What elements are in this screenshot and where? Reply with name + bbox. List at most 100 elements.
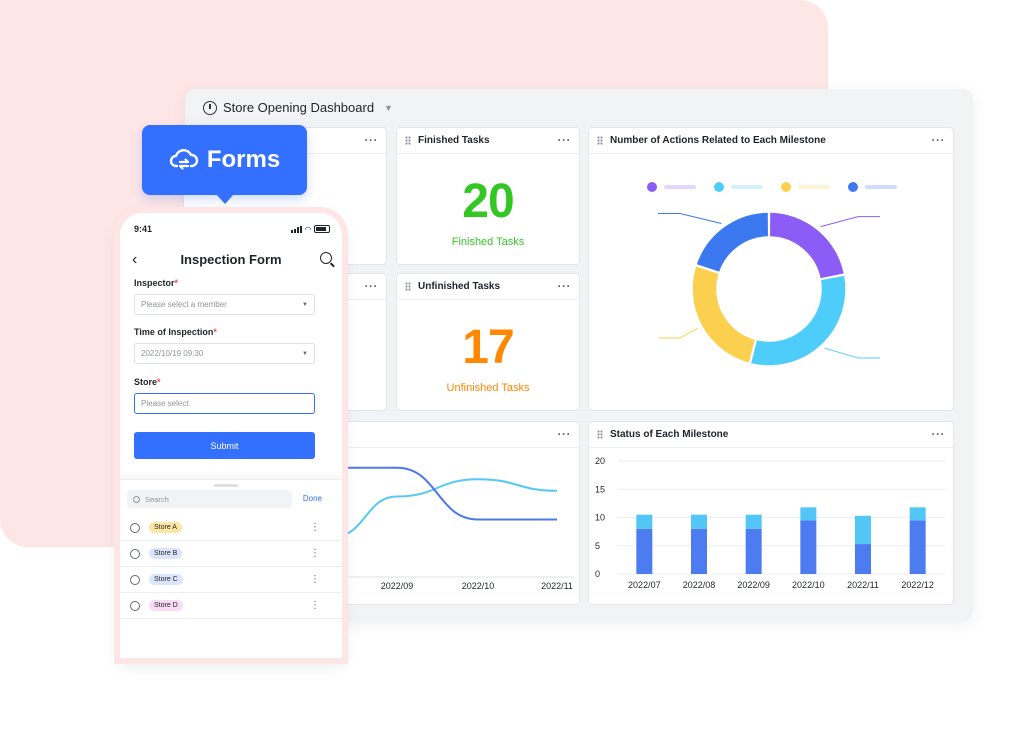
bar	[909, 507, 926, 521]
milestone-status-header: Status of Each Milestone ···	[589, 422, 953, 448]
finished-tasks-title: Finished Tasks	[418, 135, 490, 146]
bar-chart: 0 5 10 15 20 2022/07 2022/08 2022/09 2022/10 2022…	[595, 456, 945, 590]
bar	[745, 528, 762, 574]
donut-leader-line	[658, 327, 699, 339]
unfinished-tasks-card: Unfinished Tasks ··· 17 Unfinished Tasks	[396, 273, 580, 411]
status-time: 9:41	[134, 224, 153, 234]
more-icon[interactable]: ···	[931, 427, 945, 441]
milestone-actions-header: Number of Actions Related to Each Milest…	[589, 128, 953, 154]
drag-handle-icon[interactable]	[597, 430, 603, 439]
store-label: Store*	[134, 377, 161, 387]
sheet-handle[interactable]	[214, 484, 238, 487]
store-tag: Store D	[149, 600, 183, 611]
inspection-time-value: 2022/10/19 09:30	[141, 349, 204, 358]
x-tick-label: 2022/10	[792, 580, 825, 590]
radio-button[interactable]	[130, 522, 140, 533]
back-arrow-icon[interactable]: ‹	[132, 251, 138, 268]
milestone-actions-title: Number of Actions Related to Each Milest…	[610, 135, 826, 146]
more-icon[interactable]: ···	[364, 279, 378, 293]
donut-leader-line	[824, 347, 880, 359]
inspection-time-select[interactable]: 2022/10/19 09:30 ▼	[134, 343, 315, 364]
phone-mockup: 9:41 ◠ ‹ Inspection Form Inspector* Plea…	[120, 213, 342, 658]
clock-icon	[203, 100, 217, 115]
x-tick-label: 2022/12	[901, 580, 934, 590]
wifi-icon: ◠	[304, 224, 311, 234]
more-icon[interactable]: ···	[557, 427, 571, 441]
bar	[636, 514, 653, 529]
store-select[interactable]: Please select	[134, 393, 315, 414]
drag-handle-icon[interactable]	[405, 282, 411, 291]
phone-nav-bar: ‹ Inspection Form	[120, 247, 342, 271]
x-tick-label: 2022/08	[683, 580, 716, 590]
legend-marker	[781, 182, 791, 192]
donut-slice	[691, 264, 757, 365]
status-icons: ◠	[290, 224, 330, 234]
inspector-select[interactable]: Please select a member ▼	[134, 294, 315, 315]
finished-tasks-header: Finished Tasks ···	[397, 128, 579, 154]
store-placeholder: Please select	[141, 399, 189, 408]
x-tick-label: 2022/10	[462, 581, 495, 591]
donut-slice	[768, 211, 846, 280]
more-icon[interactable]: ···	[931, 133, 945, 147]
x-tick-label: 2022/11	[541, 581, 573, 591]
finished-tasks-value: 20	[462, 175, 514, 228]
list-item[interactable]: Store D ⋮	[120, 593, 342, 619]
legend-label	[664, 185, 696, 189]
more-icon[interactable]: ···	[364, 133, 378, 147]
forms-badge-label: Forms	[206, 146, 281, 173]
bar	[691, 528, 707, 574]
trend-card-header: ···	[184, 422, 579, 448]
sheet-search-input[interactable]: Search	[127, 490, 292, 508]
search-icon[interactable]	[320, 252, 332, 264]
drag-handle-icon[interactable]	[405, 136, 411, 145]
submit-button[interactable]: Submit	[134, 432, 315, 459]
more-vertical-icon[interactable]: ⋮	[310, 600, 320, 611]
unfinished-tasks-header: Unfinished Tasks ···	[397, 274, 579, 300]
more-icon[interactable]: ···	[557, 133, 571, 147]
done-button[interactable]: Done	[302, 494, 322, 503]
more-vertical-icon[interactable]: ⋮	[310, 522, 320, 533]
list-item[interactable]: Store A ⋮	[120, 515, 342, 541]
cloud-sync-icon	[169, 149, 199, 170]
signal-icon	[290, 225, 302, 233]
milestone-status-card: Status of Each Milestone ··· 0 5 10 15 20 202…	[588, 421, 954, 605]
more-icon[interactable]: ···	[557, 279, 571, 293]
radio-button[interactable]	[130, 548, 140, 559]
dashboard-window: Store Opening Dashboard ▼ ··· ··· Finish…	[183, 89, 973, 621]
search-icon	[133, 495, 140, 503]
drag-handle-icon[interactable]	[597, 136, 603, 145]
radio-button[interactable]	[130, 600, 140, 611]
radio-button[interactable]	[130, 574, 140, 585]
dashboard-title-bar[interactable]: Store Opening Dashboard ▼	[203, 100, 393, 115]
more-vertical-icon[interactable]: ⋮	[310, 574, 320, 585]
store-tag: Store C	[149, 574, 183, 585]
finished-tasks-card: Finished Tasks ··· 20 Finished Tasks	[396, 127, 580, 265]
bar	[855, 515, 871, 545]
y-tick-label: 15	[595, 484, 605, 494]
list-item[interactable]: Store C ⋮	[120, 567, 342, 593]
battery-icon	[314, 225, 330, 233]
x-tick-label: 2022/11	[847, 580, 879, 590]
chevron-down-icon[interactable]: ▼	[384, 102, 393, 113]
list-item[interactable]: Store B ⋮	[120, 541, 342, 567]
line-chart: 2022/09 2022/10 2022/11	[333, 466, 574, 591]
inspector-placeholder: Please select a member	[141, 300, 227, 309]
forms-badge[interactable]: Forms	[142, 125, 307, 204]
legend-marker	[848, 182, 858, 192]
x-tick-label: 2022/07	[628, 580, 661, 590]
dropdown-icon: ▼	[302, 350, 308, 357]
bar	[636, 528, 653, 574]
legend-label	[865, 185, 897, 189]
y-tick-label: 20	[595, 456, 605, 466]
legend-marker	[647, 182, 657, 192]
finished-tasks-label: Finished Tasks	[451, 236, 525, 248]
series-line	[333, 478, 558, 538]
series-line	[334, 466, 557, 521]
bar	[800, 520, 817, 574]
y-tick-label: 10	[595, 513, 605, 523]
legend-label	[731, 185, 763, 189]
more-vertical-icon[interactable]: ⋮	[310, 548, 320, 559]
store-tag: Store B	[149, 548, 183, 559]
y-tick-label: 5	[595, 541, 600, 551]
